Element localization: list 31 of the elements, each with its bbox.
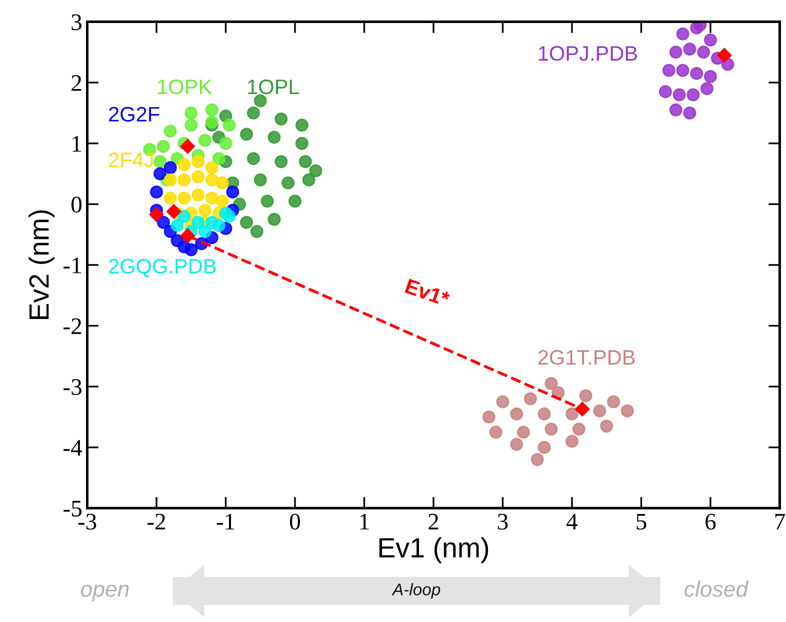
text: open [80, 584, 129, 602]
x-tick-label: -2 [148, 514, 166, 530]
y-axis-title: Ev2 (nm) [28, 210, 54, 320]
series-label: 1OPJ.PDB [538, 46, 637, 61]
y-tick-label: 1 [72, 136, 81, 152]
series-label: 1OPL [248, 79, 300, 94]
y-tick-label: -2 [64, 318, 82, 334]
y-tick-label: -4 [64, 440, 82, 456]
annotation: Ev1* [404, 278, 451, 307]
text: A-loop [392, 583, 440, 599]
series-label: 2GQG.PDB [109, 258, 216, 278]
x-tick-label: -1 [216, 514, 234, 530]
series-label: 2F4J [109, 152, 153, 168]
x-axis-title: Ev1 (nm) [379, 537, 488, 564]
series-label: 1OPK [158, 79, 212, 94]
x-tick-label: 1 [360, 514, 369, 530]
y-tick-label: -3 [64, 379, 82, 395]
y-tick-label: 0 [71, 196, 82, 213]
y-tick-label: -1 [64, 258, 81, 274]
x-tick-label: 7 [775, 514, 785, 530]
y-tick-label: 3 [72, 14, 82, 30]
x-tick-label: 5 [636, 514, 646, 530]
series-label: 2G2F [109, 106, 160, 122]
x-tick-label: 2 [428, 514, 438, 530]
x-tick-label: 0 [290, 514, 300, 530]
x-tick-label: 4 [566, 514, 578, 530]
series-label: 2G1T.PDB [538, 350, 635, 365]
x-tick-label: 6 [706, 514, 716, 530]
x-tick-label: 3 [498, 514, 508, 530]
text: closed [684, 580, 749, 597]
y-tick-label: 2 [72, 75, 82, 91]
